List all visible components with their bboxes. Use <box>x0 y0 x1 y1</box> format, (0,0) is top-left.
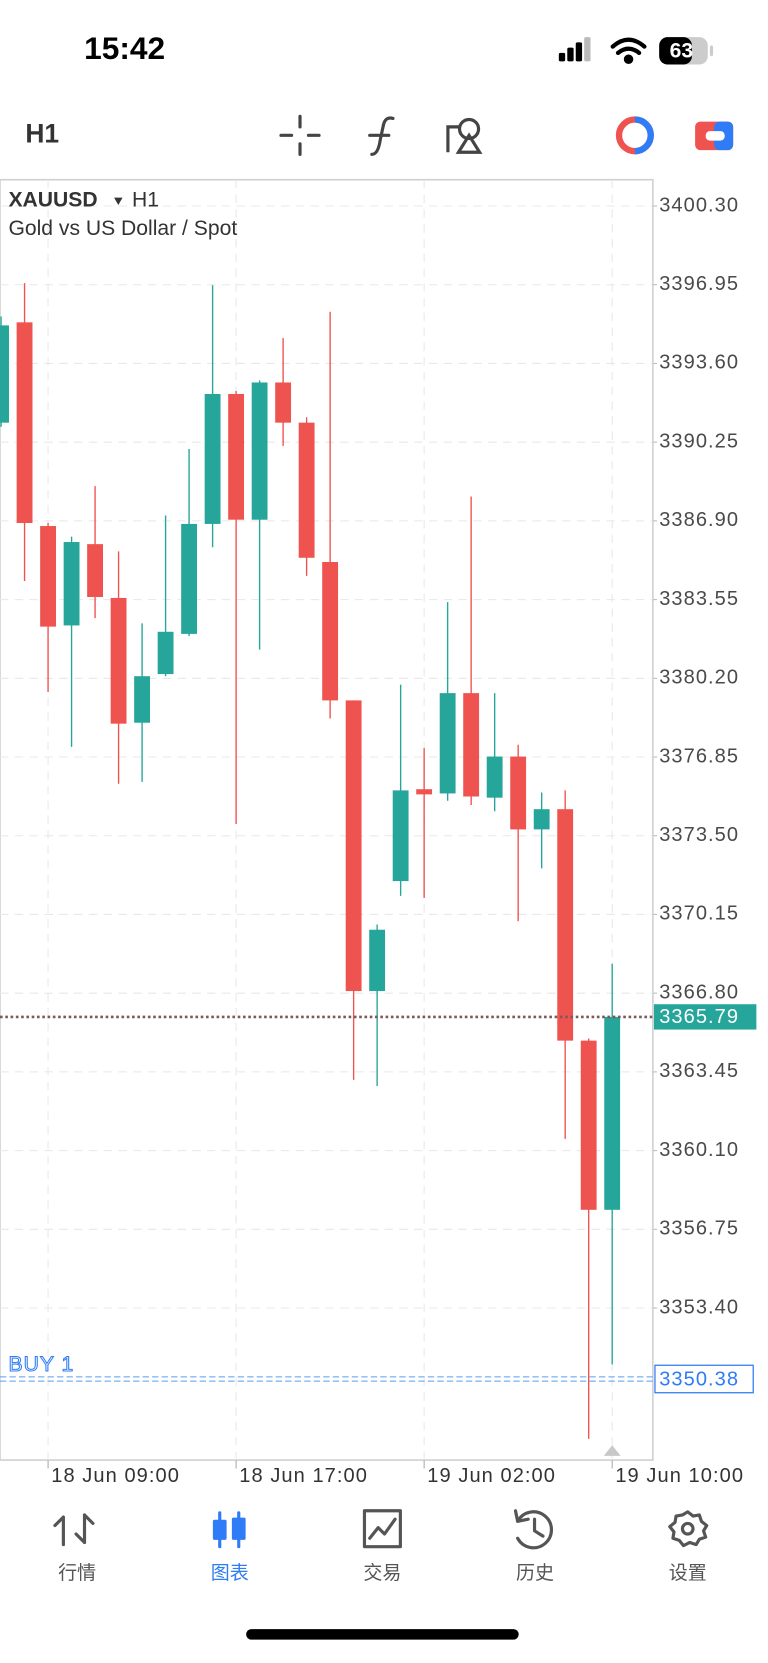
y-tick-label: 3363.45 <box>659 1060 739 1082</box>
y-tick-label: 3386.90 <box>659 509 739 531</box>
current-price-tag <box>653 1004 757 1030</box>
home-indicator <box>246 1629 519 1640</box>
tab-1[interactable]: 图表 <box>211 1511 249 1584</box>
account-button[interactable] <box>695 121 734 151</box>
tab-icon <box>362 1509 402 1549</box>
signal-icon <box>558 37 591 62</box>
battery-level: 63 <box>670 39 693 62</box>
candle-body <box>228 393 245 520</box>
tab-3[interactable]: 历史 <box>513 1509 555 1584</box>
battery-icon: 63 <box>659 37 714 65</box>
x-tick-label: 18 Jun 17:00 <box>239 1465 368 1487</box>
tab-label: 行情 <box>58 1562 96 1584</box>
tab-4[interactable]: 设置 <box>668 1510 709 1584</box>
y-tick-label: 3353.40 <box>659 1296 739 1318</box>
candle-body <box>110 597 127 724</box>
candle-body <box>486 756 503 798</box>
timeframe-button[interactable]: H1 <box>25 118 59 148</box>
y-tick-label: 3400.30 <box>659 194 739 216</box>
candle-body <box>533 809 550 830</box>
candle-body <box>580 1040 597 1210</box>
candle-body <box>439 693 456 794</box>
y-tick-label: 3383.55 <box>659 588 739 610</box>
tab-bar: 行情 图表 交易 历史 设置 <box>53 1509 709 1584</box>
tab-icon <box>680 1521 695 1536</box>
chart-symbol: XAUUSD <box>8 188 97 211</box>
chart-subtitle: Gold vs US Dollar / Spot <box>8 217 237 240</box>
tab-0[interactable]: 行情 <box>53 1513 96 1584</box>
candle-body <box>345 700 362 992</box>
chart-frame <box>0 178 654 1461</box>
tab-label: 设置 <box>669 1562 707 1584</box>
indicators-button[interactable] <box>368 116 395 156</box>
order-label: BUY 1 <box>8 1353 74 1376</box>
status-time: 15:42 <box>84 30 165 66</box>
tab-icon <box>212 1511 246 1549</box>
x-tick-label: 18 Jun 09:00 <box>51 1465 180 1487</box>
order-price-label: 3350.38 <box>659 1368 739 1390</box>
tab-icon <box>668 1510 709 1548</box>
y-tick-label: 3390.25 <box>659 430 739 452</box>
tab-icon <box>53 1513 95 1547</box>
candle-body <box>463 693 480 797</box>
candle-body <box>134 676 151 723</box>
tab-icon <box>513 1509 553 1550</box>
order-price-tag <box>654 1364 754 1394</box>
candle-body <box>392 790 409 882</box>
candle-body <box>63 542 80 626</box>
y-tick-label: 3370.15 <box>659 903 739 925</box>
symbol-dropdown[interactable] <box>114 197 123 206</box>
candle-body <box>251 382 268 520</box>
y-tick-label: 3396.95 <box>659 273 739 295</box>
candle-body <box>275 382 292 423</box>
candle-body <box>416 789 433 795</box>
last-bar-marker <box>603 1445 621 1456</box>
y-tick-label: 3380.20 <box>659 667 739 689</box>
candle-body <box>604 1016 621 1210</box>
tab-2[interactable]: 交易 <box>362 1509 402 1584</box>
y-tick-label: 3373.50 <box>659 824 739 846</box>
x-tick-label: 19 Jun 10:00 <box>615 1465 744 1487</box>
current-price-label: 3365.79 <box>659 1006 739 1028</box>
candle-body <box>181 523 198 634</box>
candle-body <box>204 393 221 524</box>
candle-body <box>16 322 33 523</box>
wifi-icon <box>610 37 647 65</box>
candle-body <box>298 422 315 558</box>
candle-body <box>87 544 103 598</box>
chart-timeframe: H1 <box>132 188 159 211</box>
candle-body <box>0 325 9 423</box>
x-tick-label: 19 Jun 02:00 <box>427 1465 556 1487</box>
candle-body <box>157 631 174 675</box>
chart[interactable] <box>0 178 654 1461</box>
tab-label: 交易 <box>363 1562 401 1584</box>
y-tick-label: 3376.85 <box>659 745 739 767</box>
crosshair-button[interactable] <box>279 114 321 156</box>
candle-body <box>510 756 527 830</box>
y-tick-label: 3356.75 <box>659 1218 739 1240</box>
candle-body <box>369 929 386 992</box>
y-tick-label: 3360.10 <box>659 1139 739 1161</box>
candle-body <box>322 561 339 701</box>
y-tick-label: 3393.60 <box>659 352 739 374</box>
tab-label: 图表 <box>211 1562 249 1584</box>
candle-body <box>557 809 574 1041</box>
trade-signal-button[interactable] <box>615 116 654 155</box>
objects-button[interactable] <box>446 117 483 154</box>
tab-label: 历史 <box>516 1562 554 1584</box>
y-tick-label: 3366.80 <box>659 981 739 1003</box>
candle-body <box>40 526 56 627</box>
